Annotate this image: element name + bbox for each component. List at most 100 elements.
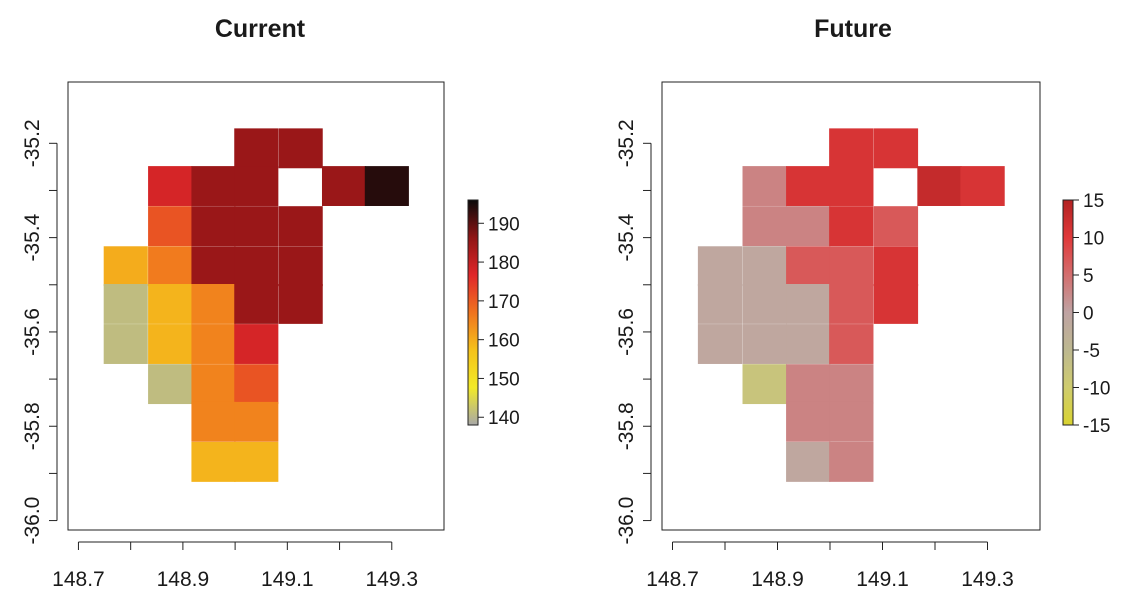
heatmap-cell — [191, 364, 235, 404]
colorbar-tick-label: 15 — [1083, 191, 1104, 212]
heatmap-cell — [829, 166, 873, 206]
heatmap-cell — [191, 402, 235, 442]
heatmap-cell — [698, 284, 742, 324]
heatmap-cell — [743, 166, 787, 206]
colorbar-tick-label: 190 — [488, 214, 520, 235]
y-tick-label: -35.4 — [21, 213, 44, 261]
colorbar-tick-label: -10 — [1083, 379, 1110, 400]
heatmap-cell — [234, 206, 278, 246]
y-tick-label: -35.2 — [21, 119, 44, 167]
x-tick-label: 149.3 — [365, 568, 418, 591]
heatmap-cell — [279, 128, 323, 168]
heatmap-cell — [786, 364, 830, 404]
heatmap-cell — [148, 206, 192, 246]
y-tick-label: -35.8 — [21, 402, 44, 450]
y-tick-label: -35.6 — [615, 308, 638, 356]
colorbar-tick-label: 140 — [488, 408, 520, 429]
heatmap-cell — [786, 442, 830, 482]
colorbar-legend: 140 150 160 170 180 190 — [468, 200, 520, 429]
y-tick-label: -35.6 — [21, 308, 44, 356]
heatmap-cell — [365, 166, 409, 206]
heatmap-cell — [829, 128, 873, 168]
heatmap-cell — [786, 246, 830, 286]
x-tick-label: 148.9 — [157, 568, 210, 591]
colorbar-tick-label: 150 — [488, 369, 520, 390]
heatmap-cell — [234, 284, 278, 324]
colorbar-tick-label: 170 — [488, 292, 520, 313]
heatmap-cell — [874, 128, 918, 168]
chart-panel-future: Future 148.7 148.9 149.1 149.3 -35.2 -35.4 -35.… — [615, 15, 1110, 591]
heatmap-cell — [917, 166, 961, 206]
x-tick-label: 148.7 — [52, 568, 105, 591]
colorbar-tick-label: 0 — [1083, 304, 1094, 325]
heatmap-cell — [104, 324, 148, 364]
heatmap-cell — [786, 206, 830, 246]
colorbar-tick-label: 160 — [488, 331, 520, 352]
x-tick-label: 148.9 — [751, 568, 804, 591]
y-tick-label: -35.4 — [615, 213, 638, 261]
colorbar-tick-label: -5 — [1083, 341, 1100, 362]
heatmap-cell — [743, 206, 787, 246]
heatmap-cell — [191, 442, 235, 482]
heatmap-cell — [829, 402, 873, 442]
heatmap-cell — [104, 246, 148, 286]
heatmap-cell — [234, 364, 278, 404]
heatmap-cell — [279, 284, 323, 324]
heatmap-cell — [786, 402, 830, 442]
colorbar-legend: -15 -10 -5 0 5 10 15 — [1063, 191, 1110, 437]
heatmap-cell — [148, 246, 192, 286]
heatmap-cell — [698, 246, 742, 286]
heatmap-cell — [829, 324, 873, 364]
heatmap-cell — [743, 246, 787, 286]
heatmap-cell — [191, 206, 235, 246]
heatmap-cell — [786, 324, 830, 364]
heatmap-cell — [960, 166, 1004, 206]
y-tick-label: -35.8 — [615, 402, 638, 450]
heatmap-cell — [191, 284, 235, 324]
colorbar-tick-label: 10 — [1083, 229, 1104, 250]
heatmap-cell — [104, 284, 148, 324]
heatmap-cell — [743, 364, 787, 404]
y-tick-label: -36.0 — [21, 497, 44, 545]
heatmap-cell — [743, 324, 787, 364]
heatmap-cell — [874, 246, 918, 286]
colorbar — [468, 200, 478, 425]
x-tick-label: 149.1 — [856, 568, 909, 591]
colorbar-tick-label: -15 — [1083, 416, 1110, 437]
heatmap-cell — [786, 284, 830, 324]
heatmap-cell — [191, 324, 235, 364]
heatmap-cell — [148, 166, 192, 206]
heatmap-cell — [148, 364, 192, 404]
heatmap-cell — [279, 246, 323, 286]
heatmap-cell — [829, 284, 873, 324]
heatmap-cell — [874, 206, 918, 246]
heatmap-cell — [234, 166, 278, 206]
x-tick-label: 148.7 — [646, 568, 699, 591]
heatmap-cell — [743, 284, 787, 324]
heatmap-cell — [148, 324, 192, 364]
chart-title: Future — [814, 15, 892, 43]
colorbar — [1063, 200, 1073, 425]
colorbar-tick-label: 5 — [1083, 266, 1094, 287]
heatmap-cell — [234, 402, 278, 442]
heatmap-cell — [829, 246, 873, 286]
heatmap-cell — [698, 324, 742, 364]
heatmap-cell — [191, 166, 235, 206]
heatmap-cell — [829, 364, 873, 404]
x-tick-label: 149.1 — [261, 568, 314, 591]
chart-panel-current: Current 148.7 148.9 149.1 149.3 -35.2 -35.4 -35… — [21, 15, 520, 591]
heatmap-cell — [148, 284, 192, 324]
heatmap-cell — [234, 128, 278, 168]
heatmap-cell — [829, 442, 873, 482]
y-tick-label: -35.2 — [615, 119, 638, 167]
heatmap-cell — [322, 166, 366, 206]
chart-title: Current — [215, 15, 306, 43]
heatmap-cell — [786, 166, 830, 206]
heatmap-cell — [234, 246, 278, 286]
y-tick-label: -36.0 — [615, 497, 638, 545]
x-tick-label: 149.3 — [961, 568, 1014, 591]
heatmap-cell — [829, 206, 873, 246]
heatmap-cell — [234, 324, 278, 364]
heatmap-cell — [191, 246, 235, 286]
